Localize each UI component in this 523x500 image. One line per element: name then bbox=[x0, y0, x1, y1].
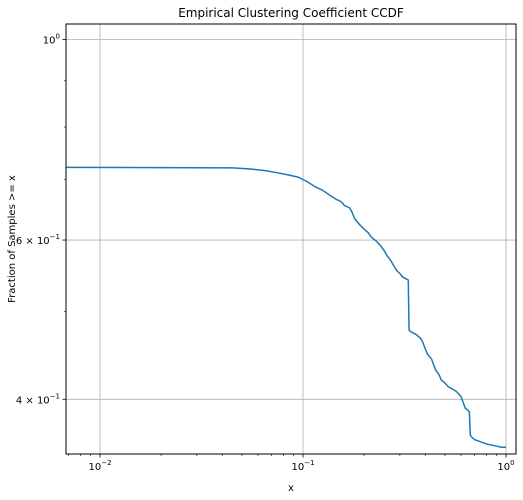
x-tick-label: 10−2 bbox=[88, 459, 111, 473]
chart-title: Empirical Clustering Coefficient CCDF bbox=[178, 6, 404, 20]
plot-background bbox=[66, 24, 516, 454]
y-axis-label: Fraction of Samples >= x bbox=[7, 175, 18, 303]
series-line-group bbox=[65, 166, 507, 449]
plot-frame bbox=[65, 23, 517, 455]
y-tick-label: 6 × 10−1 bbox=[16, 233, 60, 247]
y-tick-label: 4 × 10−1 bbox=[16, 392, 60, 406]
ccdf-series-line bbox=[65, 166, 507, 449]
x-axis-label: x bbox=[288, 483, 294, 494]
x-tick-label: 10−1 bbox=[291, 459, 314, 473]
grid-lines bbox=[66, 24, 516, 454]
x-tick-label: 100 bbox=[497, 459, 514, 473]
y-tick-label: 100 bbox=[43, 32, 60, 46]
axis-ticks: 10−2 10−1 100 4 × 10−1 6 × 10−1 100 bbox=[16, 32, 515, 473]
